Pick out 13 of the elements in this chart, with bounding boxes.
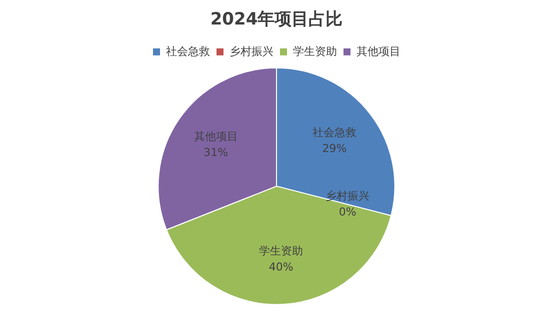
data-label: 31% <box>204 146 228 159</box>
category-label: 乡村振兴 <box>326 189 370 202</box>
slice-label: 其他项目 <box>194 130 238 143</box>
legend-label: 社会急救 <box>166 44 210 58</box>
slice-label: 社会急救 <box>312 126 356 140</box>
text: 0% <box>338 205 356 218</box>
chart-title: 2024年项目占比 <box>210 10 343 30</box>
slice-label: 学生资助 <box>259 244 304 258</box>
legend-label: 其他项目 <box>356 44 400 58</box>
legend-label: 学生资助 <box>293 44 337 58</box>
legend-label: 乡村振兴 <box>230 44 274 58</box>
data-label: 29% <box>322 142 347 156</box>
data-label: 40% <box>268 260 294 274</box>
